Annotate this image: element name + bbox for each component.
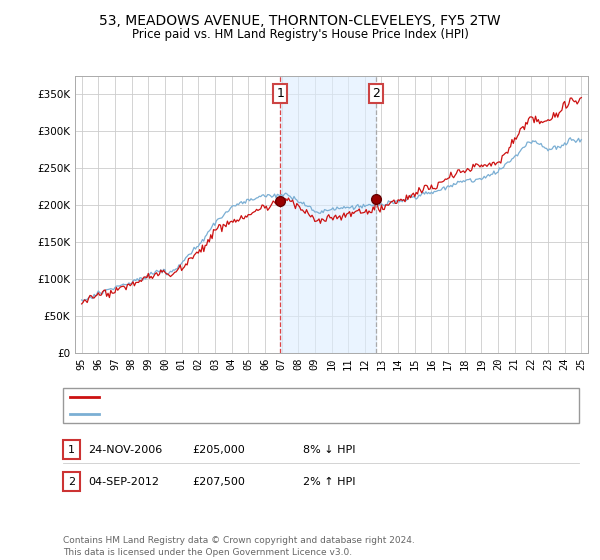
Text: 1: 1 (68, 445, 75, 455)
Text: 8% ↓ HPI: 8% ↓ HPI (303, 445, 355, 455)
Text: HPI: Average price, detached house, Wyre: HPI: Average price, detached house, Wyre (104, 409, 310, 419)
Bar (280, 76, 376, 353)
Text: 2: 2 (68, 477, 75, 487)
Text: Contains HM Land Registry data © Crown copyright and database right 2024.
This d: Contains HM Land Registry data © Crown c… (63, 536, 415, 557)
Text: 2% ↑ HPI: 2% ↑ HPI (303, 477, 355, 487)
Text: 53, MEADOWS AVENUE, THORNTON-CLEVELEYS, FY5 2TW: 53, MEADOWS AVENUE, THORNTON-CLEVELEYS, … (99, 14, 501, 28)
Text: 04-SEP-2012: 04-SEP-2012 (88, 477, 159, 487)
Text: £205,000: £205,000 (192, 445, 245, 455)
Text: 24-NOV-2006: 24-NOV-2006 (88, 445, 163, 455)
Text: 1: 1 (276, 87, 284, 100)
Text: Price paid vs. HM Land Registry's House Price Index (HPI): Price paid vs. HM Land Registry's House … (131, 28, 469, 41)
Text: £207,500: £207,500 (192, 477, 245, 487)
Text: 2: 2 (372, 87, 380, 100)
Text: 53, MEADOWS AVENUE, THORNTON-CLEVELEYS, FY5 2TW (detached house): 53, MEADOWS AVENUE, THORNTON-CLEVELEYS, … (104, 393, 476, 403)
